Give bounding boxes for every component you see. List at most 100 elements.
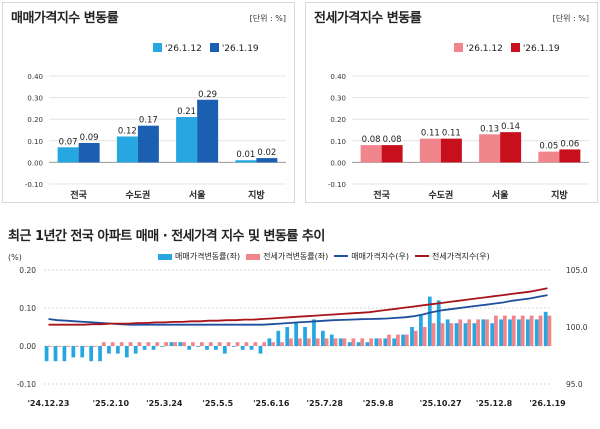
jeonse-rate-bar (66, 346, 71, 347)
y-tick-label: 0.40 (27, 73, 43, 81)
jeonse-rate-bar (235, 342, 240, 346)
jeonse-rate-bar (547, 315, 552, 346)
jeonse-rate-bar (529, 315, 534, 346)
jeonse-rate-bar (128, 342, 133, 346)
jeonse-rate-bar (431, 323, 436, 346)
data-label: 0.11 (442, 129, 461, 139)
data-label: 0.06 (560, 139, 579, 149)
x-tick-label: '25.2.10 (93, 399, 130, 408)
data-label: 0.13 (480, 124, 499, 134)
jeonse-rate-bar (155, 342, 160, 346)
jeonse-rate-bar (315, 338, 320, 346)
sale-rate-bar (71, 346, 76, 358)
trend-title: 최근 1년간 전국 아파트 매매 · 전세가격 지수 및 변동률 추이 (8, 229, 325, 244)
sale-rate-bar (196, 346, 200, 347)
jeonse-rate-bar (467, 319, 472, 346)
jeonse-rate-bar (208, 342, 213, 346)
trend-legend: 매매가격변동률(좌) 전세가격변동률(좌) 매매가격지수(우) 전세가격지수(우… (158, 251, 490, 262)
jeonse-panel-title: 전세가격지수 변동률 (314, 11, 422, 26)
legend-item-sale-0119: '26.1.19 (209, 43, 259, 54)
y-tick-label: 0.00 (330, 159, 346, 167)
bar-prev (538, 151, 560, 163)
data-label: 0.07 (59, 137, 78, 147)
data-label: 0.08 (362, 135, 381, 145)
sale-index-line (48, 294, 548, 326)
y-tick-label: 0.10 (330, 138, 346, 146)
left-tick-label: -0.10 (17, 380, 37, 389)
jeonse-rate-bar (538, 315, 543, 346)
jeonse-rate-bar (306, 338, 311, 346)
data-label: 0.21 (177, 107, 196, 117)
sale-rate-bar (89, 346, 94, 362)
sale-rate-bar (463, 323, 468, 346)
legend-label: 매매가격변동률(좌) (175, 252, 241, 261)
bar-prev (235, 160, 257, 163)
sale-rate-bar (240, 346, 245, 350)
sale-rate-bar (454, 323, 459, 346)
sale-rate-bar (80, 346, 85, 358)
sale-rate-bar (472, 323, 477, 346)
x-tick-label: '24.12.23 (27, 399, 69, 408)
jeonse-rate-bar (173, 342, 177, 346)
bar-prev (479, 134, 501, 163)
jeonse-rate-bar (48, 346, 53, 347)
bar-curr (137, 125, 159, 163)
jeonse-rate-bar (404, 334, 409, 346)
sale-rate-bar (124, 346, 129, 358)
bar-prev (57, 147, 79, 163)
sale-rate-bar (365, 342, 370, 346)
jeonse-rate-bar (458, 319, 463, 346)
y-tick-label: 0.30 (27, 95, 43, 103)
y-tick-label: 0.20 (330, 116, 346, 124)
jeonse-rate-bar (440, 323, 445, 346)
sale-rate-bar (98, 346, 102, 362)
bar-curr (381, 145, 403, 163)
x-tick-label: '25.3.24 (146, 399, 183, 408)
sale-rate-bar (525, 319, 530, 346)
sale-rate-bar (534, 319, 539, 346)
x-tick-label: '26.1.19 (529, 399, 566, 408)
jeonse-rate-bar (298, 338, 302, 346)
sale-rate-bar (320, 330, 325, 346)
jeonse-rate-bar (511, 315, 516, 346)
jeonse-rate-bar (199, 342, 204, 346)
jeonse-rate-bar (244, 342, 249, 346)
jeonse-rate-bar (369, 338, 374, 346)
jeonse-rate-bar (119, 342, 124, 346)
jeonse-rate-bar (137, 342, 142, 346)
legend-label: '26.1.12 (466, 44, 503, 54)
jeonse-rate-bar (182, 342, 186, 346)
sale-rate-bar (481, 319, 486, 346)
legend-item-sale-index: 매매가격지수(우) (334, 251, 409, 262)
jeonse-rate-bar (502, 315, 507, 346)
bar-prev (419, 138, 441, 163)
sale-panel-unit: [단위 : %] (249, 14, 286, 23)
bar-curr (197, 99, 219, 163)
sale-rate-bar (312, 319, 316, 346)
jeonse-rate-bar (449, 323, 454, 346)
jeonse-rate-bar (333, 338, 338, 346)
right-tick-label: 100.0 (566, 323, 588, 332)
y-tick-label: -0.10 (328, 181, 346, 189)
jeonse-rate-bar (413, 330, 418, 346)
bar-curr (440, 138, 462, 163)
jeonse-rate-bar (75, 346, 79, 347)
legend-label: 매매가격지수(우) (351, 252, 410, 261)
jeonse-rate-bar (280, 342, 284, 346)
trend-chart: (%) 0.20 0.10 0.00 -0.10 105.0 100.0 95.0 '24.12… (8, 253, 588, 408)
x-tick-label: '25.6.16 (253, 399, 290, 408)
jeonse-change-panel: 전세가격지수 변동률 [단위 : %] '26.1.12 '26.1.19 0.… (305, 2, 598, 203)
bar-prev (360, 145, 382, 163)
sale-rate-bar (517, 319, 521, 346)
jeonse-rate-bar (191, 342, 195, 346)
jeonse-rate-bar (226, 342, 231, 346)
sale-rate-bar (160, 346, 165, 347)
jeonse-rate-bar (342, 338, 347, 346)
sale-rate-bar (267, 338, 272, 346)
bar-curr (559, 149, 581, 163)
sale-rate-bar (53, 346, 58, 362)
legend-item-jeonse-0112: '26.1.12 (454, 43, 503, 54)
right-tick-label: 95.0 (566, 380, 583, 389)
jeonse-rate-bar (520, 315, 525, 346)
